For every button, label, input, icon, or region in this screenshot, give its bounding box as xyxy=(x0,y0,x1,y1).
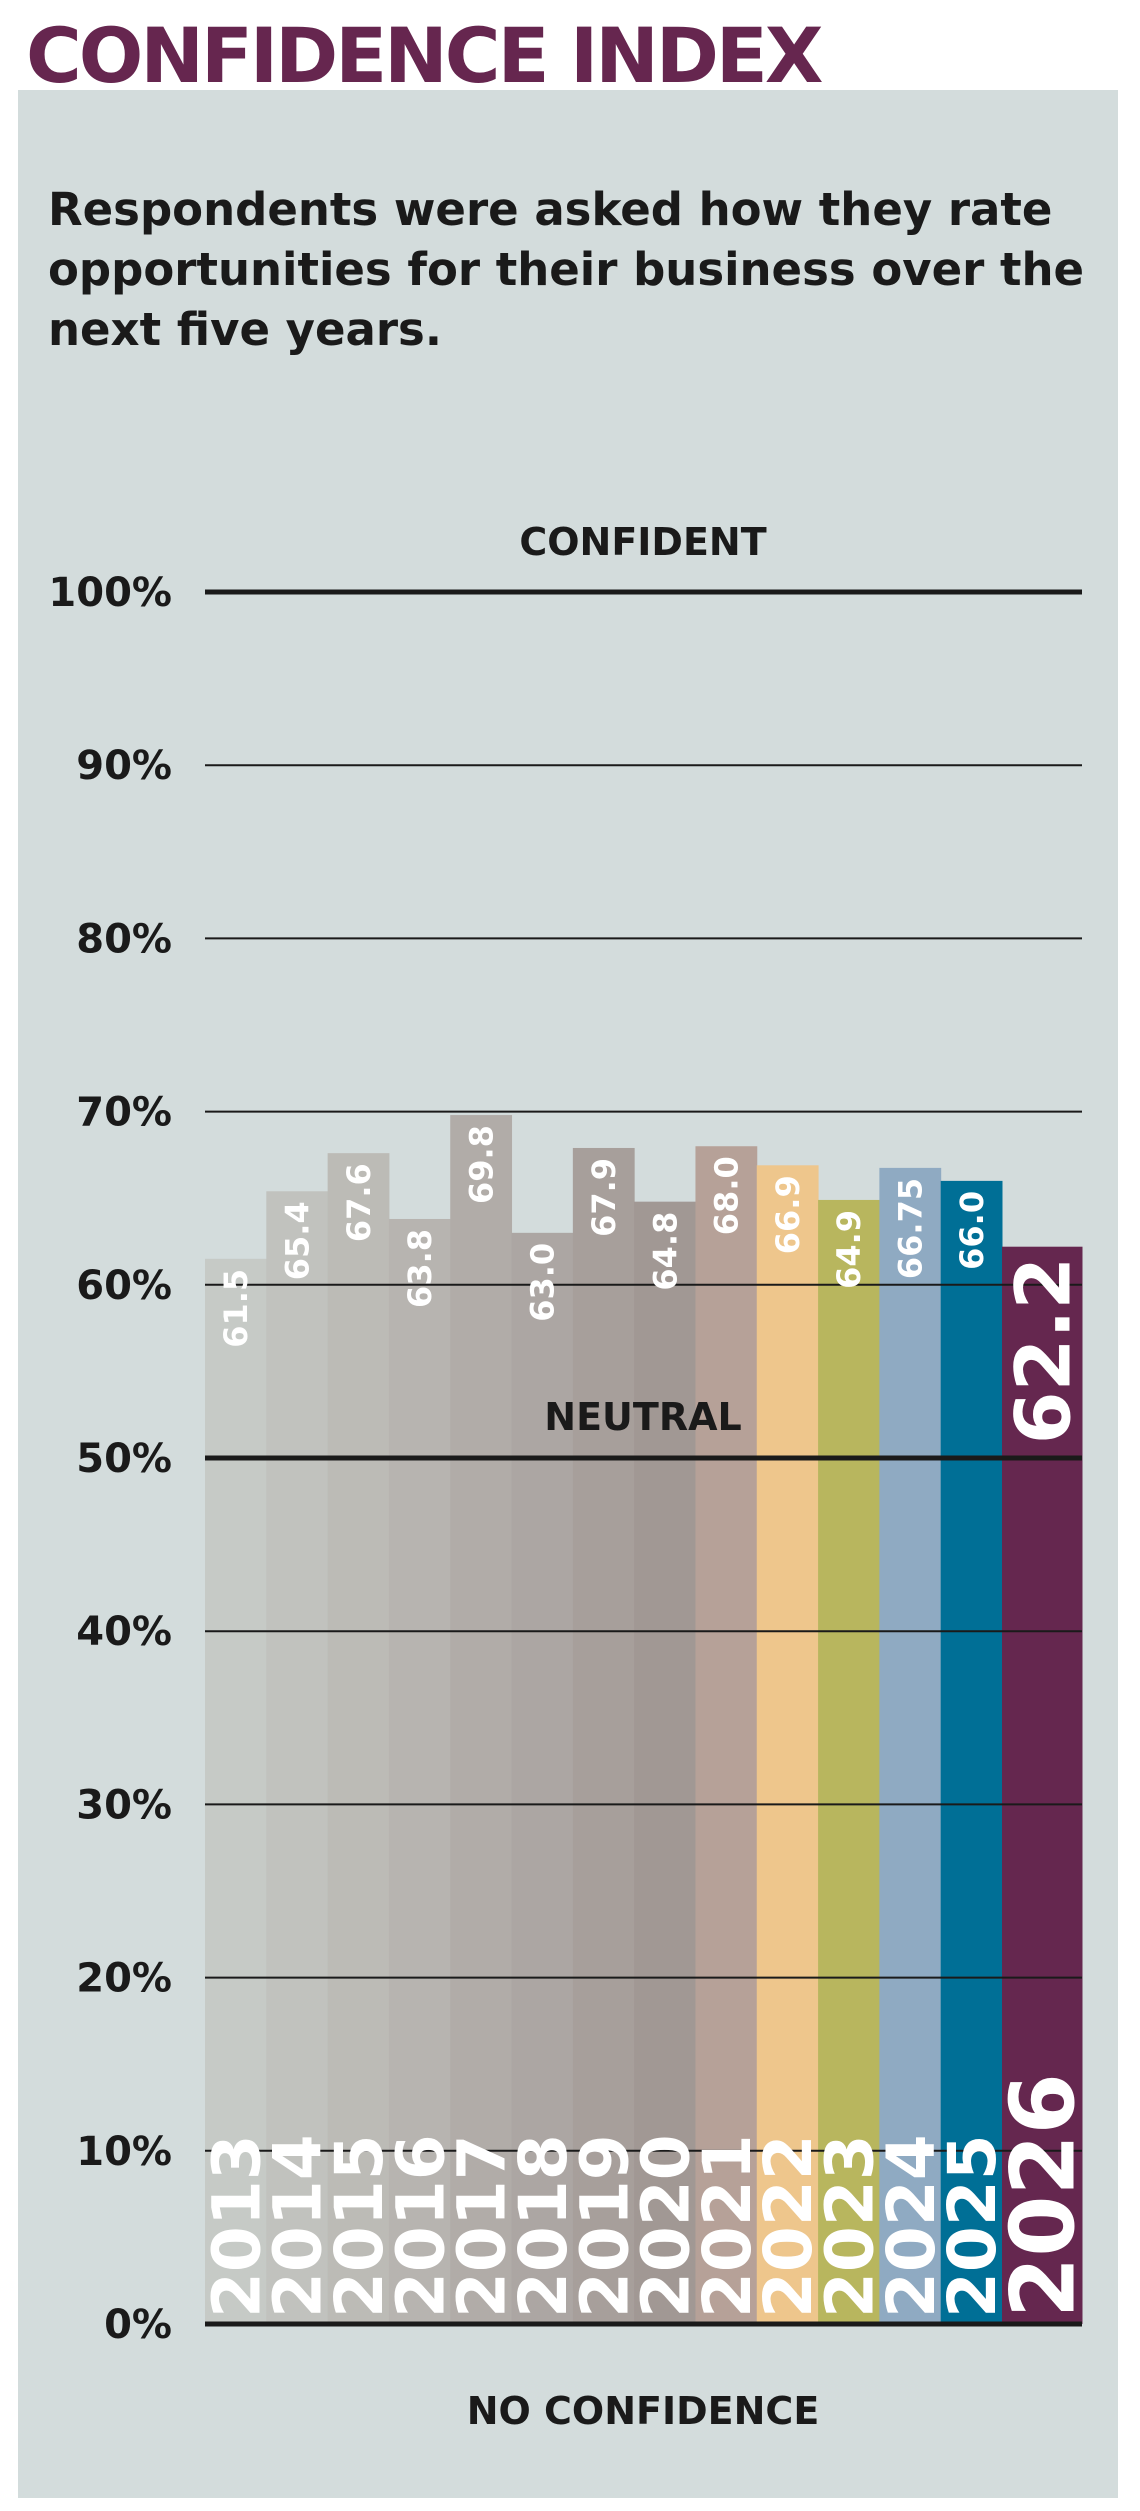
y-tick-label: 80% xyxy=(76,916,172,962)
value-label-2017: 69.8 xyxy=(462,1125,500,1204)
year-label-2022: 2022 xyxy=(750,2134,827,2318)
y-tick-label: 50% xyxy=(76,1436,172,1482)
chart-title: CONFIDENCE INDEX xyxy=(26,11,823,100)
chart-subtitle: Respondents were asked how they rate opp… xyxy=(48,183,1085,356)
year-label-2026: 2026 xyxy=(992,2073,1095,2318)
value-label-2018: 63.0 xyxy=(524,1243,562,1322)
bar-2022 xyxy=(756,1165,819,2324)
y-tick-label: 10% xyxy=(76,2129,172,2175)
value-label-2013: 61.5 xyxy=(217,1269,255,1348)
value-label-2024: 66.75 xyxy=(892,1178,930,1279)
bar-2013 xyxy=(205,1258,267,2324)
value-label-2026: 62.2 xyxy=(998,1257,1087,1445)
bar-2026 xyxy=(1002,1246,1083,2324)
confident-marker: CONFIDENT xyxy=(519,520,766,564)
value-label-2016: 63.8 xyxy=(401,1229,439,1308)
y-tick-label: 40% xyxy=(76,1609,172,1655)
no-confidence-marker: NO CONFIDENCE xyxy=(467,2389,820,2433)
value-label-2025: 66.0 xyxy=(953,1191,991,1270)
value-label-2023: 64.9 xyxy=(830,1210,868,1289)
bar-2018 xyxy=(511,1232,574,2324)
year-label-2014: 2014 xyxy=(260,2134,337,2318)
year-label-2023: 2023 xyxy=(811,2134,888,2318)
bar-2016 xyxy=(388,1218,451,2324)
year-label-2019: 2019 xyxy=(566,2134,643,2318)
bars-layer xyxy=(205,1115,1083,2324)
year-label-2018: 2018 xyxy=(505,2134,582,2318)
bar-2015 xyxy=(327,1153,390,2324)
year-label-2013: 2013 xyxy=(198,2134,275,2318)
y-tick-label: 30% xyxy=(76,1782,172,1828)
year-label-2016: 2016 xyxy=(382,2134,459,2318)
y-tick-label: 90% xyxy=(76,743,172,789)
bar-2014 xyxy=(266,1191,329,2324)
y-tick-label: 20% xyxy=(76,1956,172,2002)
y-tick-label: 60% xyxy=(76,1263,172,1309)
y-axis-ticks: 0% 10% 20% 30% 40% 50% 60% 70% 80% 90% 100% xyxy=(48,570,172,2348)
year-label-2015: 2015 xyxy=(321,2134,398,2318)
value-label-2015: 67.6 xyxy=(340,1163,378,1242)
value-label-2019: 67.9 xyxy=(585,1158,623,1237)
neutral-marker: NEUTRAL xyxy=(544,1395,741,1439)
bar-2020 xyxy=(634,1201,696,2324)
bar-2025 xyxy=(940,1180,1003,2324)
bar-2023 xyxy=(818,1199,880,2324)
value-label-2021: 68.0 xyxy=(708,1156,746,1235)
year-label-2025: 2025 xyxy=(934,2134,1011,2318)
year-label-2020: 2020 xyxy=(628,2134,705,2318)
bar-2021 xyxy=(695,1146,758,2324)
year-label-2024: 2024 xyxy=(873,2134,950,2318)
year-label-2017: 2017 xyxy=(444,2134,521,2318)
y-tick-label: 100% xyxy=(48,570,172,616)
bar-2017 xyxy=(450,1115,513,2324)
year-label-2021: 2021 xyxy=(689,2134,766,2318)
bar-2024 xyxy=(879,1167,942,2324)
bar-2019 xyxy=(572,1147,635,2324)
value-label-2020: 64.8 xyxy=(646,1212,684,1291)
bar-labels: 61.5 2013 65.4 2014 67.6 2015 63.8 2016 69.8 2017… xyxy=(198,1125,1094,2318)
y-tick-label: 0% xyxy=(104,2302,172,2348)
y-tick-label: 70% xyxy=(76,1090,172,1136)
value-label-2022: 66.9 xyxy=(769,1175,807,1254)
value-label-2014: 65.4 xyxy=(278,1201,316,1280)
gridlines xyxy=(205,589,1082,2327)
